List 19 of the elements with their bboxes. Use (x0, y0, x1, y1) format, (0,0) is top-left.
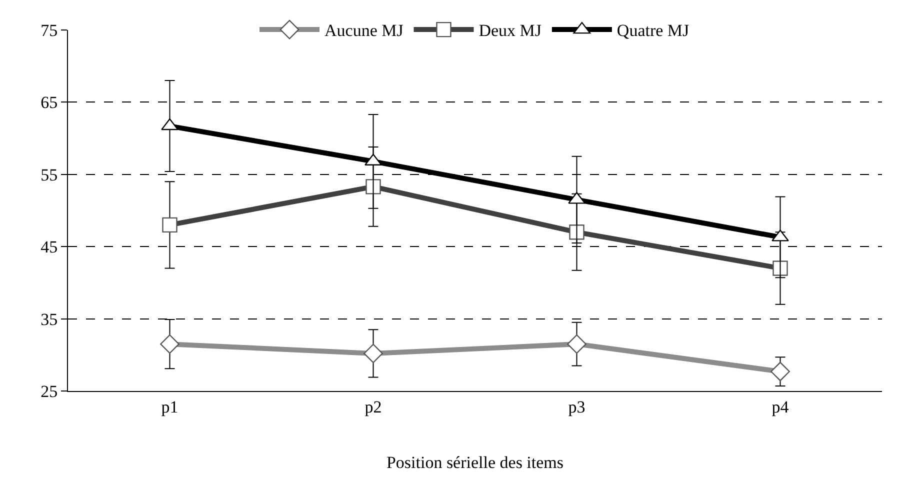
x-tick-label: p3 (568, 397, 586, 416)
y-tick-label: 45 (40, 238, 58, 257)
x-axis-title: Position sérielle des items (386, 452, 564, 472)
point (161, 118, 178, 130)
point (162, 217, 178, 233)
legend-label: Quatre MJ (616, 21, 690, 40)
x-tick-label: p4 (772, 397, 790, 416)
y-tick-label: 35 (40, 310, 58, 329)
y-tick-label: 55 (40, 165, 58, 184)
y-tick-label: 75 (40, 20, 58, 40)
legend-label: Deux MJ (478, 21, 542, 40)
point (366, 179, 381, 194)
y-tick-label: 65 (40, 93, 58, 112)
legend-label: Aucune MJ (324, 21, 404, 40)
y-tick-label: 25 (40, 382, 58, 401)
point (569, 224, 584, 240)
x-tick-label: p1 (161, 397, 178, 416)
x-tick-label: p2 (364, 397, 382, 416)
point (772, 260, 788, 276)
